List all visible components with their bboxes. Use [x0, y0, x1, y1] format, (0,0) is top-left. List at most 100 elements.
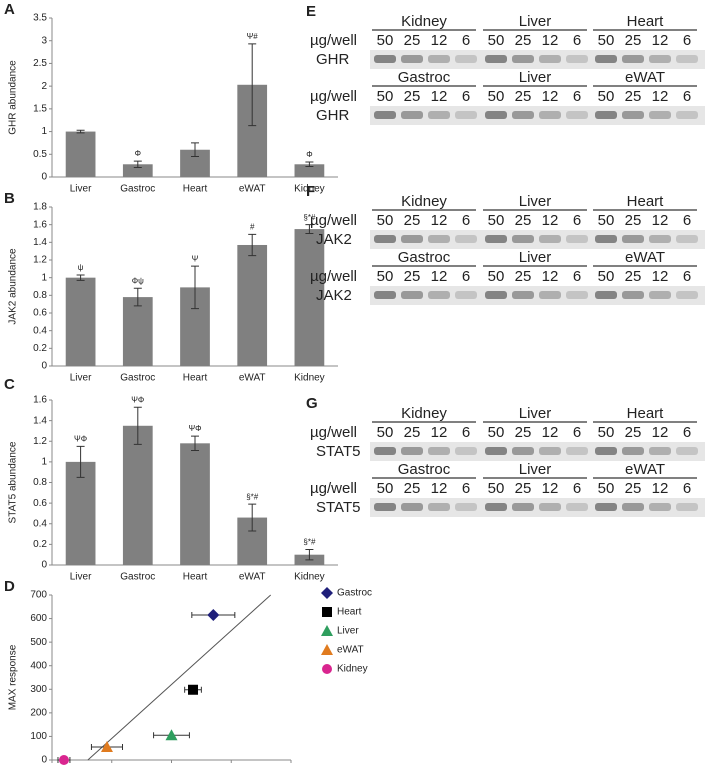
- band: [455, 291, 477, 299]
- annotation: ΨΦ: [74, 435, 87, 444]
- y-tick-label: 1.4: [33, 415, 47, 426]
- band: [401, 55, 423, 63]
- y-tick-label: 0: [41, 560, 47, 571]
- x-tick-label: Kidney: [294, 373, 325, 384]
- annotation: Ψ: [192, 254, 199, 263]
- bar: [122, 164, 153, 177]
- legend-label: Heart: [337, 607, 362, 618]
- y-tick-label: 1: [41, 272, 47, 283]
- error-bar: [76, 129, 85, 134]
- group-label: Gastroc: [398, 249, 451, 266]
- band: [566, 55, 588, 63]
- x-tick-label: Heart: [183, 373, 208, 384]
- group-label: Kidney: [401, 13, 447, 30]
- group-label: Liver: [519, 13, 552, 30]
- x-tick-label: Heart: [183, 572, 208, 583]
- lane-label: 25: [515, 212, 532, 229]
- band: [595, 503, 617, 511]
- annotation: ψ: [78, 263, 84, 272]
- y-tick-label: 0: [41, 755, 47, 766]
- lane-label: 25: [625, 424, 642, 441]
- band: [428, 291, 450, 299]
- band: [512, 235, 534, 243]
- y-tick-label: 0.6: [33, 308, 47, 319]
- band: [512, 291, 534, 299]
- legend-label: Liver: [337, 626, 359, 637]
- panel-label: D: [4, 578, 15, 595]
- group-label: eWAT: [625, 69, 665, 86]
- error-bar: [191, 142, 199, 158]
- band: [485, 55, 507, 63]
- lane-label: 6: [462, 32, 470, 49]
- lane-label: 12: [542, 424, 559, 441]
- lane-label: 50: [598, 32, 615, 49]
- lane-label: 6: [573, 212, 581, 229]
- band: [512, 447, 534, 455]
- y-tick-label: 1.8: [33, 202, 47, 213]
- band: [676, 55, 698, 63]
- lane-label: 12: [542, 88, 559, 105]
- x-tick-label: Liver: [70, 184, 92, 195]
- lane-label: 12: [431, 88, 448, 105]
- band: [539, 235, 561, 243]
- lane-label: 6: [573, 32, 581, 49]
- legend-label: eWAT: [337, 645, 364, 656]
- band: [622, 235, 644, 243]
- band: [539, 55, 561, 63]
- unit-label: µg/well: [310, 424, 357, 441]
- point: [188, 684, 199, 695]
- group-label: eWAT: [625, 249, 665, 266]
- protein-label: JAK2: [316, 287, 352, 304]
- band: [401, 291, 423, 299]
- group-label: Heart: [627, 193, 665, 210]
- y-tick-label: 700: [30, 590, 47, 601]
- lane-label: 50: [377, 424, 394, 441]
- lane-label: 25: [404, 268, 421, 285]
- band: [622, 55, 644, 63]
- band: [676, 291, 698, 299]
- y-tick-label: 0.8: [33, 477, 47, 488]
- band: [539, 111, 561, 119]
- blot-strip: [370, 50, 705, 69]
- lane-label: 25: [515, 424, 532, 441]
- lane-label: 6: [462, 424, 470, 441]
- x-tick-label: Gastroc: [120, 572, 155, 583]
- band: [539, 447, 561, 455]
- lane-label: 12: [542, 32, 559, 49]
- annotation: ΨΦ: [131, 395, 144, 404]
- panel-label: E: [306, 3, 316, 20]
- error-bar: [133, 287, 142, 307]
- x-tick-label: Kidney: [294, 184, 325, 195]
- band: [566, 291, 588, 299]
- band: [622, 503, 644, 511]
- band: [485, 503, 507, 511]
- bar: [237, 244, 268, 366]
- panel-label: F: [306, 183, 315, 200]
- unit-label: µg/well: [310, 88, 357, 105]
- legend-marker: [321, 587, 333, 599]
- error-bar: [191, 435, 199, 452]
- lane-label: 50: [488, 480, 505, 497]
- y-tick-label: 0.5: [33, 149, 47, 160]
- error-bar: [305, 224, 314, 234]
- annotation: #: [250, 222, 255, 231]
- lane-label: 6: [462, 480, 470, 497]
- band: [512, 55, 534, 63]
- band: [676, 503, 698, 511]
- error-bar: [248, 43, 257, 127]
- band: [401, 503, 423, 511]
- band: [428, 55, 450, 63]
- lane-label: 50: [598, 88, 615, 105]
- y-tick-label: 0.4: [33, 518, 47, 529]
- error-bar: [191, 265, 199, 310]
- lane-label: 50: [377, 88, 394, 105]
- lane-label: 50: [598, 268, 615, 285]
- point: [100, 741, 113, 753]
- y-tick-label: 3.5: [33, 13, 47, 24]
- x-tick-label: Liver: [70, 572, 92, 583]
- annotation: §*#: [246, 492, 259, 501]
- band: [374, 447, 396, 455]
- lane-label: 12: [431, 32, 448, 49]
- lane-label: 12: [542, 212, 559, 229]
- band: [485, 235, 507, 243]
